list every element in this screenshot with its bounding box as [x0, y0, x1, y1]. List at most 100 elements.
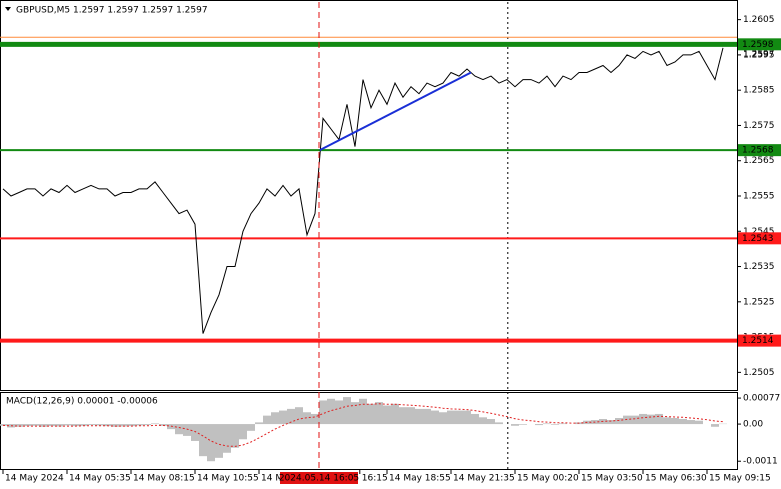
histogram-bar — [95, 424, 103, 426]
price-level-box — [738, 334, 781, 347]
histogram-bar — [639, 413, 647, 425]
histogram-bar — [79, 424, 87, 426]
histogram-bar — [31, 424, 39, 426]
histogram-bar — [615, 418, 623, 425]
symbol-icon — [5, 7, 11, 11]
histogram-bar — [423, 408, 431, 425]
histogram-bar — [135, 424, 143, 426]
current-price-label: 1.2597 — [743, 49, 775, 59]
y-tick-label: 1.2585 — [743, 86, 775, 96]
histogram-bar — [239, 424, 247, 440]
histogram-bar — [231, 424, 239, 448]
histogram-bar — [191, 424, 199, 441]
histogram-bar — [535, 424, 543, 426]
histogram-bar — [39, 424, 47, 427]
histogram-bar — [23, 424, 31, 427]
histogram-bar — [695, 420, 703, 425]
histogram-bar — [559, 423, 567, 425]
histogram-bar — [143, 424, 151, 426]
y-tick-label: 1.2605 — [743, 15, 775, 25]
histogram-bar — [407, 407, 415, 425]
histogram-bar — [295, 407, 303, 425]
histogram-bar — [351, 402, 359, 425]
histogram-bar — [487, 419, 495, 425]
price-level-box — [738, 38, 781, 51]
histogram-bar — [0, 424, 7, 426]
histogram-bar — [111, 424, 119, 427]
histogram-bar — [175, 424, 183, 435]
y-tick-label: 1.2545 — [743, 227, 775, 237]
histogram-bar — [311, 413, 319, 425]
histogram-bar — [455, 410, 463, 425]
histogram-bar — [679, 419, 687, 425]
y-tick-label: 1.2505 — [743, 368, 775, 378]
histogram-bar — [463, 410, 471, 425]
histogram-bar — [271, 412, 279, 425]
x-tick-label: 14 May 05:35 — [69, 474, 131, 484]
x-tick-label: 14 May 08:15 — [133, 474, 195, 484]
histogram-bar — [263, 415, 271, 425]
histogram-bar — [63, 424, 71, 426]
histogram-bar — [375, 402, 383, 425]
histogram-bar — [671, 418, 679, 425]
histogram-bar — [279, 410, 287, 425]
signal-line — [2, 403, 724, 447]
histogram-bar — [367, 403, 375, 425]
histogram-bar — [335, 400, 343, 425]
histogram-bar — [303, 412, 311, 425]
histogram-bar — [151, 423, 159, 425]
histogram-bar — [447, 410, 455, 425]
histogram-bar — [343, 397, 351, 425]
histogram-bar — [663, 417, 671, 425]
price-level-label: 1.2543 — [742, 234, 774, 244]
x-tick-label: 15 May 09:15 — [709, 474, 771, 484]
histogram-bar — [543, 423, 551, 425]
x-tick-label: 14 May 21:35 — [453, 474, 515, 484]
histogram-bar — [551, 424, 559, 425]
histogram-bar — [103, 424, 111, 427]
histogram-bar — [519, 424, 527, 425]
histogram-bar — [15, 424, 23, 427]
histogram-bar — [439, 412, 447, 425]
histogram-bar — [391, 403, 399, 425]
histogram-bar — [431, 410, 439, 425]
price-level-label: 1.2514 — [742, 336, 774, 346]
x-tick-label: 14 M — [261, 474, 283, 484]
x-tick-label: 14 May 18:55 — [389, 474, 451, 484]
y-tick-label: 1.2565 — [743, 156, 775, 166]
y-tick-label: -0.0011 — [743, 457, 778, 467]
histogram-bar — [399, 407, 407, 425]
histogram-bar — [183, 424, 191, 436]
histogram-bar — [495, 422, 503, 425]
histogram-bar — [511, 424, 519, 426]
price-line — [2, 47, 724, 334]
histogram-bar — [47, 424, 55, 427]
histogram-bar — [415, 408, 423, 425]
chart-title: GBPUSD,M5 1.2597 1.2597 1.2597 1.2597 — [16, 6, 208, 16]
x-tick-label: 15 May 00:20 — [517, 474, 579, 484]
histogram-bar — [607, 420, 615, 425]
crosshair-box — [280, 472, 358, 484]
histogram-bar — [71, 424, 79, 427]
y-tick-label: 1.2535 — [743, 262, 775, 272]
histogram-bar — [207, 424, 215, 462]
histogram-bar — [711, 424, 719, 427]
price-level-label: 1.2568 — [742, 146, 774, 156]
crosshair-label: 2024.05.14 16:05 — [279, 474, 359, 484]
x-tick-label: 15 May 06:30 — [645, 474, 707, 484]
histogram-bar — [359, 398, 367, 425]
y-tick-label: 0.00 — [743, 420, 763, 430]
histogram-bar — [479, 417, 487, 425]
histogram-bar — [687, 420, 695, 425]
histogram-bar — [655, 413, 663, 425]
price-level-box — [738, 232, 781, 245]
price-level-label: 1.2598 — [742, 40, 774, 50]
y-tick-label: 1.2575 — [743, 121, 775, 131]
x-tick-label: 14 May 2024 — [5, 474, 64, 484]
histogram-bar — [327, 398, 335, 425]
x-tick-label: 14 May 10:55 — [197, 474, 259, 484]
histogram-bar — [127, 424, 135, 427]
y-tick-label: 1.2525 — [743, 297, 775, 307]
histogram-bar — [471, 413, 479, 425]
